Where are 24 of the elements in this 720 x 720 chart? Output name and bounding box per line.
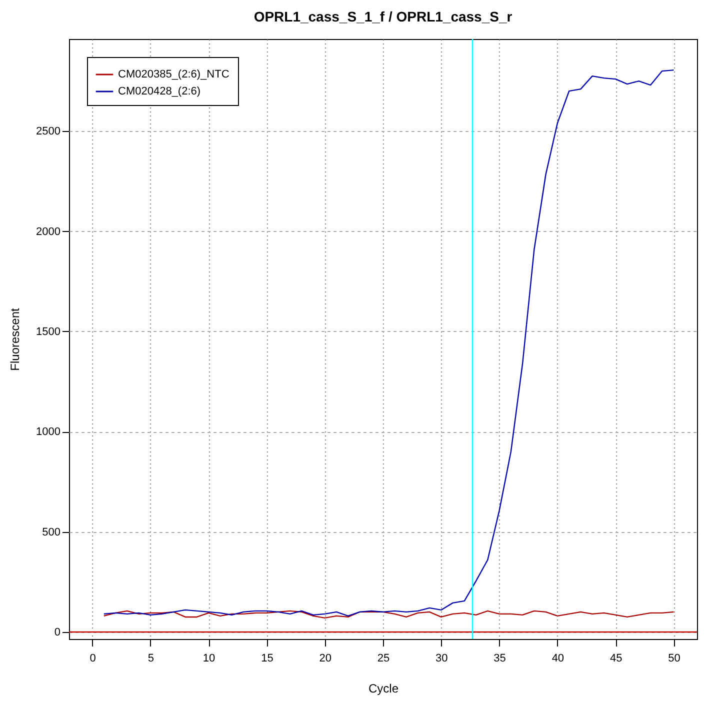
- x-tick-label: 20: [319, 652, 332, 664]
- x-axis-title: Cycle: [368, 682, 399, 696]
- y-tick-label: 1500: [36, 326, 60, 338]
- x-tick-label: 40: [552, 652, 564, 664]
- line-series: [103, 610, 674, 619]
- x-tick-label: 35: [494, 652, 506, 664]
- x-tick-label: 15: [261, 652, 274, 664]
- legend-label: CM020385_(2:6)_NTC: [118, 68, 230, 80]
- line-series: [103, 69, 674, 617]
- y-axis-title: Fluorescent: [8, 307, 22, 371]
- y-tick-label: 1000: [36, 426, 60, 438]
- y-tick-label: 500: [42, 526, 60, 538]
- x-tick-label: 45: [610, 652, 622, 664]
- x-tick-label: 0: [90, 652, 96, 664]
- y-tick-label: 2500: [36, 126, 60, 138]
- x-tick-label: 25: [377, 652, 390, 664]
- chart-title: OPRL1_cass_S_1_f / OPRL1_cass_S_r: [254, 8, 513, 24]
- x-tick-label: 10: [202, 652, 216, 664]
- legend-label: CM020428_(2:6): [118, 86, 201, 98]
- x-tick-label: 50: [668, 652, 680, 664]
- y-tick-label: 2000: [36, 226, 60, 238]
- x-tick-label: 5: [148, 652, 154, 664]
- y-tick-label: 0: [54, 626, 60, 638]
- x-tick-label: 30: [436, 652, 448, 664]
